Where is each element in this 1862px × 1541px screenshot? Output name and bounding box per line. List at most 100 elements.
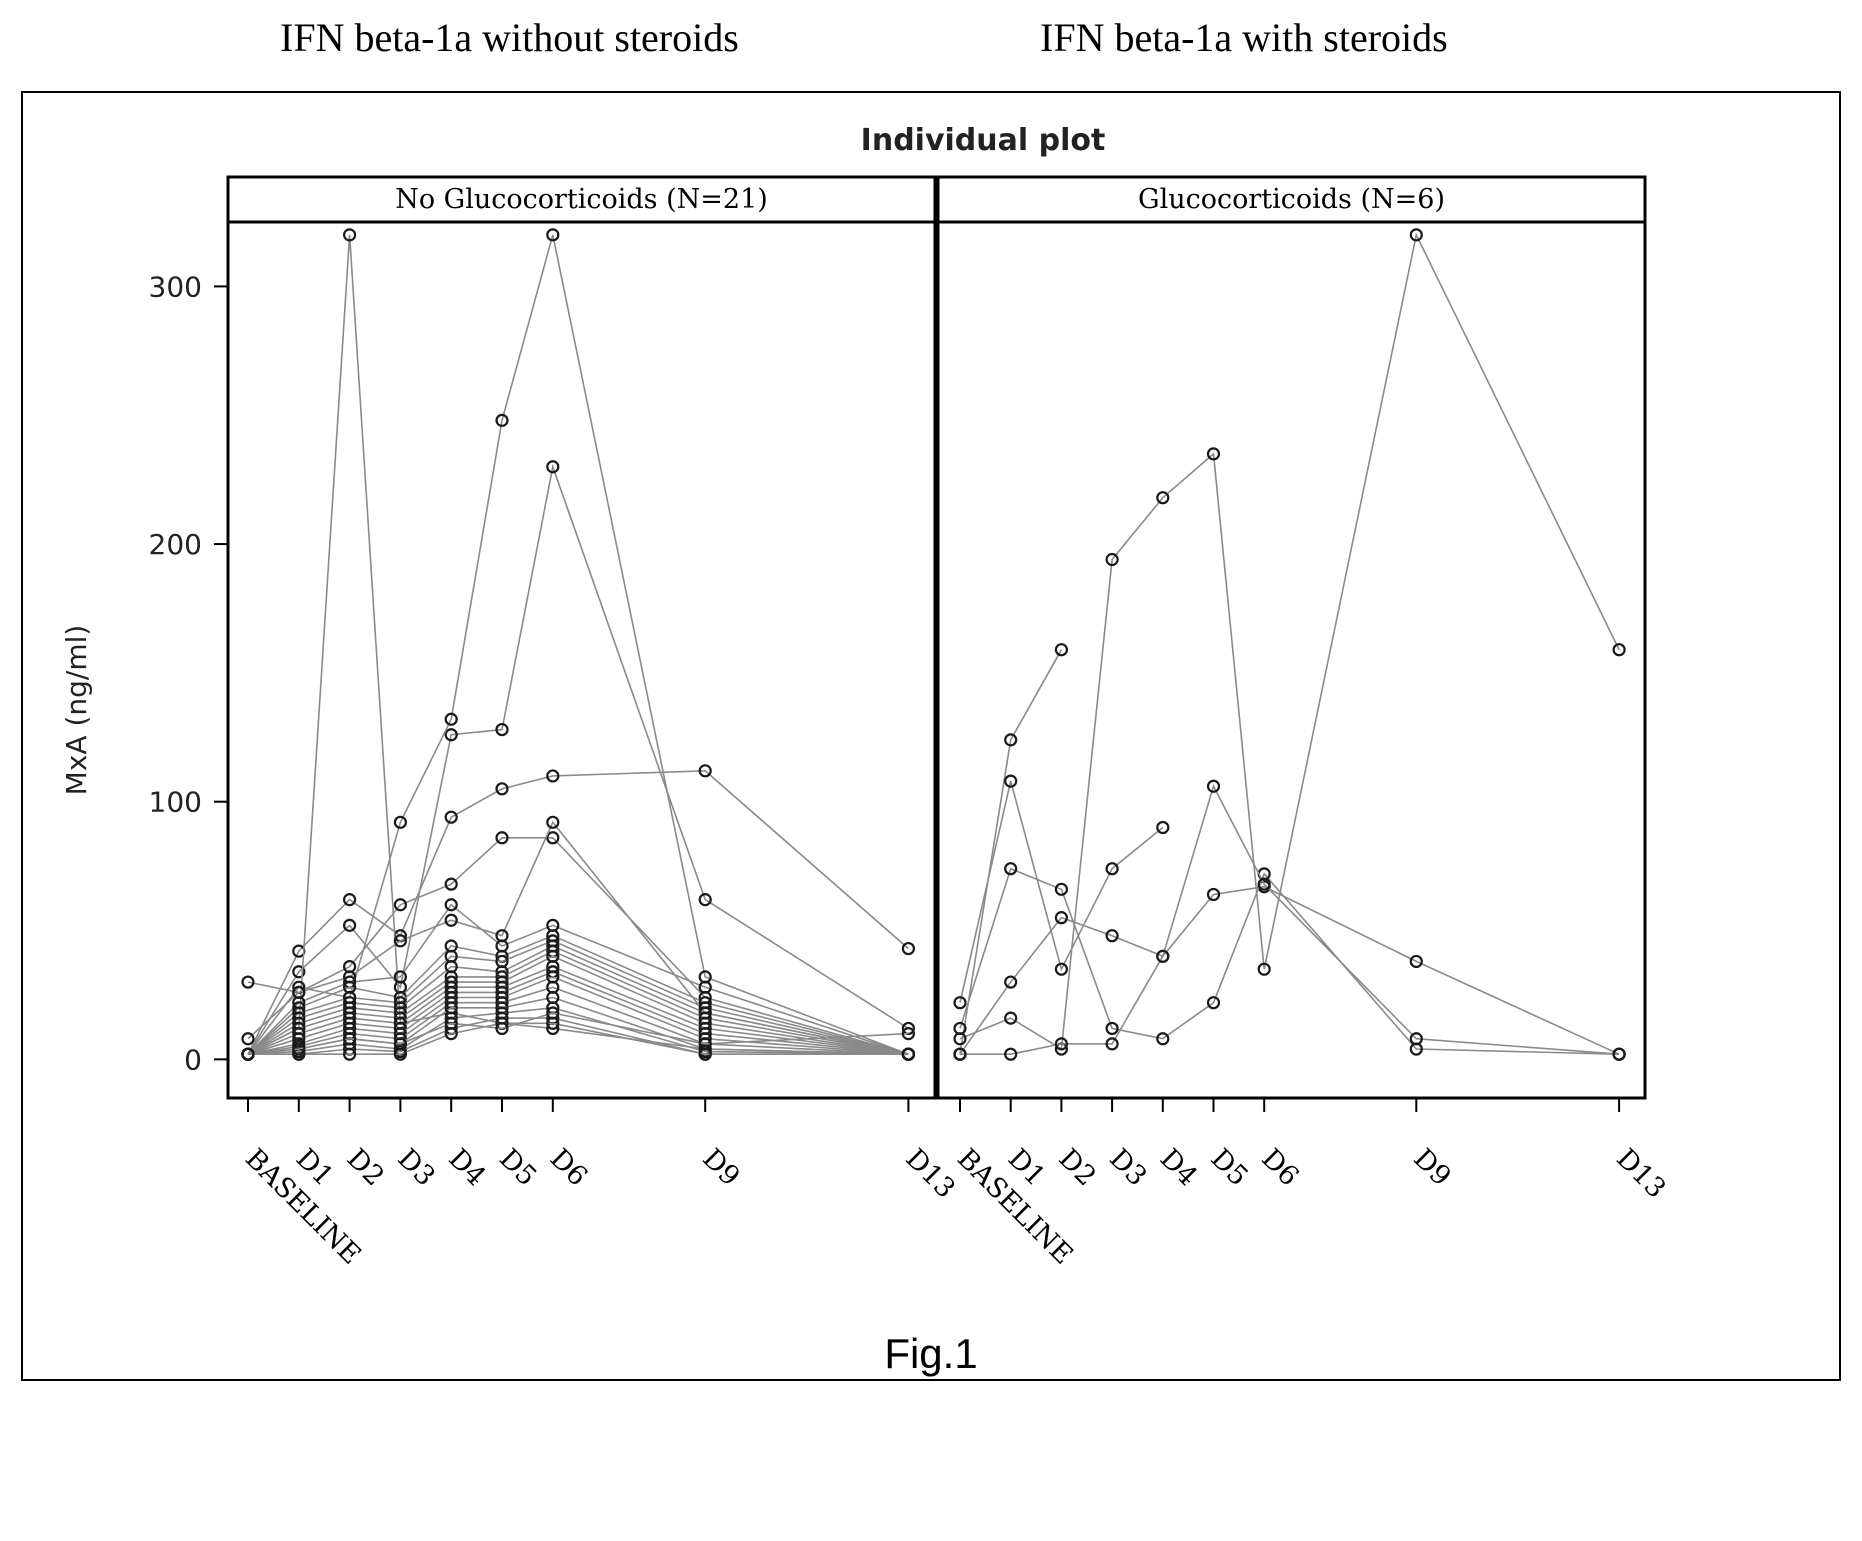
data-point	[495, 722, 509, 737]
series-line	[248, 1022, 909, 1055]
y-tick-label: 100	[149, 786, 202, 819]
data-point	[343, 918, 357, 932]
series-line	[247, 463, 909, 1055]
data-point	[393, 898, 407, 912]
left-condition-heading: IFN beta-1a without steroids	[280, 15, 739, 60]
data-point	[343, 893, 357, 907]
data-point	[1156, 949, 1170, 963]
series-line	[247, 820, 909, 1055]
data-point	[1409, 1032, 1423, 1046]
data-point	[1156, 491, 1170, 505]
series-line	[247, 934, 909, 1055]
data-point	[292, 965, 306, 979]
plot-area: 0 100 200 300 No Glucocorticoids (N=21)BASEL…	[149, 175, 1672, 1271]
series-line	[960, 784, 1620, 1055]
data-point	[241, 1032, 255, 1046]
data-point	[241, 975, 255, 989]
data-point	[546, 815, 560, 829]
data-point	[393, 970, 407, 984]
data-point	[1054, 962, 1069, 976]
panel-frame	[226, 220, 937, 1100]
data-point	[444, 898, 458, 912]
data-point	[1004, 774, 1018, 788]
data-point	[546, 1006, 560, 1020]
data-point	[343, 228, 357, 242]
series-line	[247, 903, 909, 1055]
data-point	[393, 1037, 407, 1051]
data-point	[444, 913, 458, 927]
data-point	[1054, 882, 1069, 896]
data-point	[444, 810, 458, 824]
data-point	[1156, 1032, 1170, 1046]
data-point	[1257, 962, 1271, 976]
data-point	[444, 728, 458, 742]
data-point	[546, 831, 560, 845]
data-point	[495, 782, 509, 796]
data-point	[241, 1047, 255, 1061]
y-axis-label: MxA (ng/ml)	[60, 625, 93, 796]
data-point	[444, 877, 458, 891]
series-line	[247, 1012, 909, 1055]
figure-frame	[21, 91, 1841, 1381]
y-tick-label: 300	[149, 270, 202, 303]
series-line	[247, 769, 909, 1055]
data-point	[1054, 911, 1069, 925]
data-point	[1206, 887, 1221, 902]
data-point	[546, 460, 560, 474]
panel-frame	[936, 220, 1647, 1100]
y-tick-label: 0	[184, 1043, 202, 1076]
data-point	[393, 934, 407, 948]
data-point	[1156, 820, 1170, 835]
chart-title: Individual plot	[861, 123, 1106, 158]
series-line	[959, 780, 1164, 1003]
data-point	[1612, 1047, 1626, 1061]
data-point	[495, 831, 509, 845]
data-point	[1206, 779, 1221, 793]
data-point	[444, 712, 458, 726]
data-point	[546, 769, 560, 783]
data-point	[1004, 975, 1018, 989]
data-point	[901, 941, 916, 956]
data-point	[1409, 954, 1423, 969]
data-point	[546, 228, 560, 242]
data-point	[698, 764, 712, 778]
data-point	[1105, 862, 1119, 876]
data-point	[1054, 643, 1069, 657]
data-point	[901, 1026, 916, 1041]
series-line	[959, 867, 1620, 1055]
series-line	[959, 232, 1620, 1051]
data-point	[698, 980, 712, 994]
series-line	[247, 234, 909, 1055]
series-line	[247, 836, 909, 1055]
data-point	[953, 1021, 967, 1036]
right-condition-heading: IFN beta-1a with steroids	[1040, 15, 1448, 60]
series-line	[247, 939, 909, 1055]
data-point	[698, 1037, 712, 1051]
data-point	[1409, 228, 1423, 242]
data-point	[1105, 929, 1119, 943]
data-point	[343, 1047, 357, 1061]
data-point	[1004, 1011, 1018, 1025]
data-point	[1054, 1037, 1069, 1051]
data-point	[1206, 447, 1221, 461]
data-point	[495, 1021, 509, 1036]
series-line	[247, 945, 909, 1055]
series-line	[959, 649, 1063, 1055]
data-point	[953, 996, 967, 1010]
data-point	[1004, 733, 1018, 747]
data-point	[393, 815, 407, 829]
panel-label: Glucocorticoids (N=6)	[1138, 184, 1445, 215]
data-point	[698, 893, 712, 907]
data-point	[1612, 643, 1626, 657]
data-point	[444, 1016, 458, 1030]
data-point	[1105, 1021, 1119, 1036]
data-point	[343, 1032, 357, 1046]
data-point	[292, 1042, 306, 1056]
panel-label: No Glucocorticoids (N=21)	[395, 184, 768, 215]
data-point	[1105, 1037, 1119, 1051]
data-point	[1105, 552, 1119, 567]
figure-caption: Fig.1	[884, 1330, 978, 1377]
data-point	[1004, 862, 1018, 876]
